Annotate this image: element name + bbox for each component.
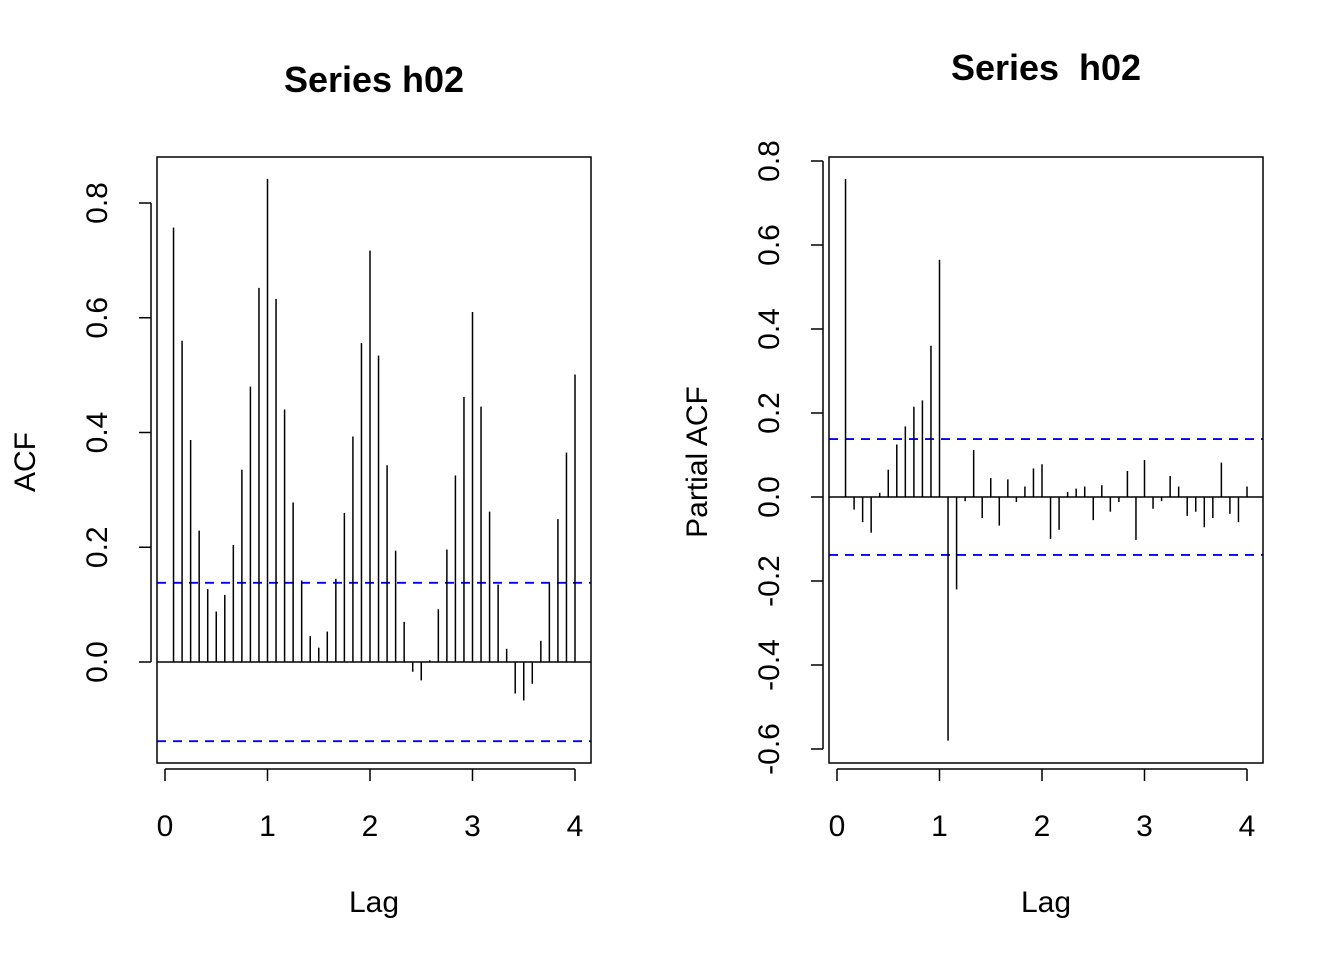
acf-y-ticks: 0.0 0.2 0.4 0.6 0.8 — [81, 182, 152, 683]
acf-x-tick-label: 2 — [362, 810, 379, 843]
acf-x-axis-label: Lag — [349, 886, 399, 919]
pacf-x-tick-label: 0 — [829, 810, 846, 843]
pacf-y-tick-label: 0.6 — [753, 224, 786, 266]
pacf-y-tick-label: -0.4 — [753, 639, 786, 691]
acf-y-tick-label: 0.2 — [81, 526, 114, 568]
pacf-y-tick-label: 0.4 — [753, 308, 786, 350]
pacf-y-tick-label: 0.2 — [753, 392, 786, 434]
pacf-y-tick-label: -0.6 — [753, 723, 786, 775]
pacf-plot-frame — [828, 156, 1264, 764]
pacf-y-tick-label: -0.2 — [753, 555, 786, 607]
pacf-y-axis-label: Partial ACF — [681, 386, 714, 538]
acf-y-axis-label: ACF — [9, 432, 42, 492]
pacf-bars — [829, 179, 1263, 741]
pacf-x-axis-label: Lag — [1021, 886, 1071, 919]
acf-x-tick-label: 3 — [464, 810, 481, 843]
pacf-x-ticks: 0 1 2 3 4 — [829, 768, 1256, 843]
acf-y-tick-label: 0.8 — [81, 182, 114, 224]
acf-x-tick-label: 1 — [259, 810, 276, 843]
acf-y-tick-label: 0.0 — [81, 641, 114, 683]
pacf-x-tick-label: 4 — [1239, 810, 1256, 843]
acf-x-tick-label: 4 — [567, 810, 584, 843]
acf-title: Series h02 — [284, 59, 464, 100]
pacf-y-ticks: -0.6 -0.4 -0.2 0.0 0.2 0.4 0.6 0.8 — [753, 140, 824, 775]
acf-plot-frame — [156, 156, 592, 764]
acf-bars — [157, 178, 591, 743]
pacf-y-tick-label: 0.0 — [753, 476, 786, 518]
pacf-title: Series h02 — [951, 47, 1141, 88]
acf-x-ticks: 0 1 2 3 4 — [157, 768, 584, 843]
pacf-x-tick-label: 2 — [1034, 810, 1051, 843]
acf-panel: Series h02 Lag ACF 0 1 2 3 4 0.0 0.2 0.4 0.6 0.8 — [9, 59, 592, 919]
acf-y-tick-label: 0.4 — [81, 412, 114, 454]
pacf-x-tick-label: 1 — [931, 810, 948, 843]
pacf-y-tick-label: 0.8 — [753, 140, 786, 182]
acf-x-tick-label: 0 — [157, 810, 174, 843]
acf-y-tick-label: 0.6 — [81, 297, 114, 339]
pacf-x-tick-label: 3 — [1136, 810, 1153, 843]
